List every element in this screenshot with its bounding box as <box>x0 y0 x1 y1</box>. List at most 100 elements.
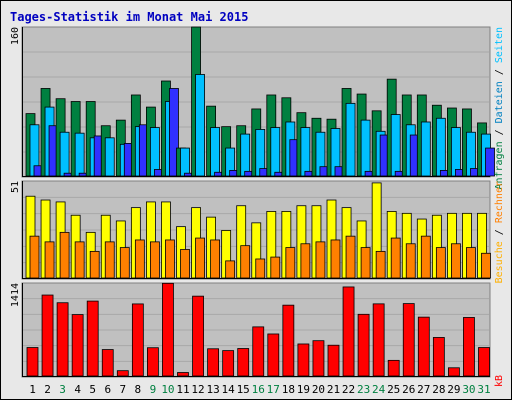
kb-bar <box>131 303 144 377</box>
rechner-bar <box>330 239 341 279</box>
kb-bar <box>101 349 114 377</box>
rechner-bar <box>134 239 145 279</box>
dateien-bar <box>435 117 446 177</box>
rechner-bar <box>375 250 386 279</box>
kb-bar <box>177 372 189 377</box>
rechner-bar <box>195 237 205 279</box>
kb-bar <box>56 302 69 377</box>
kb-bar <box>312 340 325 377</box>
rechner-bar <box>74 241 85 279</box>
rechner-bar <box>180 249 190 279</box>
chart-title: Tages-Statistik im Monat Mai 2015 <box>10 10 248 24</box>
kilobytes-legend: kB <box>494 375 505 387</box>
kb-bar <box>342 286 355 377</box>
day-label: 25 <box>387 383 400 396</box>
rechner-bar <box>149 241 160 279</box>
day-label: 21 <box>327 383 340 396</box>
day-label: 20 <box>312 383 325 396</box>
kb-bar <box>432 337 445 377</box>
rechner-bar <box>435 247 446 279</box>
kb-bar <box>222 350 235 377</box>
kb-bar <box>327 344 340 377</box>
day-label: 15 <box>237 383 250 396</box>
day-label: 9 <box>150 383 157 396</box>
top-part: Anfragen <box>494 141 505 189</box>
kb-bar <box>26 347 39 377</box>
kb-bar <box>86 300 99 377</box>
kb-bar <box>417 316 430 377</box>
middle-part: Besuche <box>494 241 505 283</box>
kb-bar <box>267 333 280 377</box>
visits-hosts-legend: Besuche / Rechner <box>494 181 505 283</box>
seiten-bar <box>485 147 495 177</box>
day-label: 18 <box>282 383 295 396</box>
day-label: 6 <box>104 383 111 396</box>
kb-bar <box>387 359 400 377</box>
rechner-bar <box>270 256 281 279</box>
dateien-bar <box>104 137 115 177</box>
day-label: 31 <box>477 383 490 396</box>
top-part: Seiten <box>494 27 505 63</box>
rechner-bar <box>420 235 431 279</box>
dateien-bar <box>345 102 356 177</box>
kb-bar <box>162 282 174 377</box>
kilobytes-panel <box>21 282 491 378</box>
rechner-bar <box>210 239 221 279</box>
rechner-bar <box>165 239 175 279</box>
middle-part: / <box>494 223 505 241</box>
dateien-bar <box>59 131 70 177</box>
rechner-bar <box>345 235 356 279</box>
day-label: 27 <box>417 383 430 396</box>
rechner-bar <box>255 258 266 279</box>
top-part: / <box>494 63 505 81</box>
rechner-bar <box>285 247 296 279</box>
day-label: 12 <box>191 383 204 396</box>
rechner-bar <box>300 243 311 279</box>
kb-bar <box>357 313 370 377</box>
rechner-bar <box>360 247 371 279</box>
rechner-bar <box>225 260 236 279</box>
middle-y-max-label: 51 <box>10 181 21 193</box>
rechner-bar <box>119 247 130 279</box>
rechner-bar <box>466 247 476 279</box>
rechner-bar <box>390 237 401 279</box>
day-label: 2 <box>44 383 51 396</box>
rechner-bar <box>481 252 491 279</box>
day-label: 14 <box>222 383 236 396</box>
day-label: 22 <box>342 383 355 396</box>
bottom-y-max-label: 1414 <box>10 283 21 307</box>
dateien-bar <box>74 132 85 177</box>
dateien-bar <box>210 127 221 177</box>
requests-files-pages-legend: Anfragen / Dateien / Seiten <box>494 27 505 190</box>
rechner-bar <box>89 250 100 279</box>
rechner-bar <box>29 235 40 279</box>
rechner-bar <box>240 245 251 279</box>
day-label: 11 <box>176 383 189 396</box>
dateien-bar <box>420 121 431 177</box>
day-label: 28 <box>432 383 445 396</box>
top-y-max-label: 160 <box>10 27 21 45</box>
rechner-bar <box>450 243 461 279</box>
bottom-part: kB <box>494 375 505 387</box>
day-label: 19 <box>297 383 310 396</box>
kb-bar <box>71 314 84 377</box>
day-label: 1 <box>29 383 36 396</box>
day-label: 3 <box>59 383 66 396</box>
day-label: 24 <box>372 383 386 396</box>
dateien-bar <box>300 127 311 177</box>
day-label: 23 <box>357 383 370 396</box>
day-label: 29 <box>447 383 460 396</box>
kb-bar <box>252 326 265 377</box>
rechner-bar <box>405 243 416 279</box>
kb-bar <box>447 367 460 377</box>
kb-bar <box>207 348 220 377</box>
top-part: / <box>494 123 505 141</box>
kb-bar <box>282 304 295 377</box>
requests-files-pages-panel <box>21 26 495 178</box>
dateien-bar <box>195 74 205 177</box>
visits-hosts-panel <box>21 180 491 280</box>
seiten-bar <box>169 88 179 177</box>
kb-bar <box>237 348 250 377</box>
